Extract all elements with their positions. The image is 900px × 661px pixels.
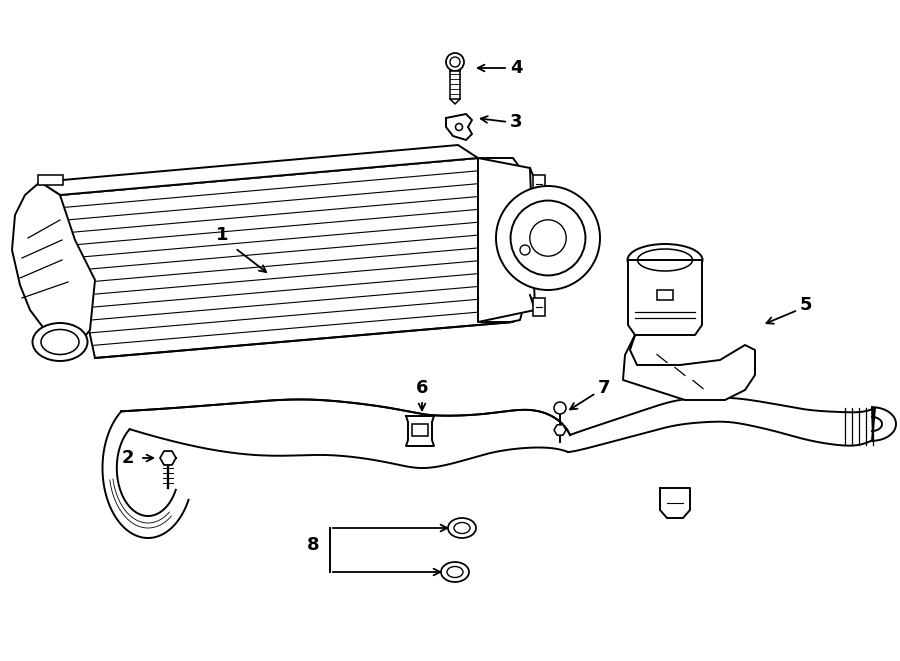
Circle shape — [496, 186, 600, 290]
Circle shape — [455, 124, 463, 130]
Ellipse shape — [41, 329, 79, 354]
Circle shape — [530, 220, 566, 256]
Polygon shape — [872, 407, 896, 441]
Text: 2: 2 — [122, 449, 134, 467]
Bar — [450, 71, 460, 99]
Polygon shape — [628, 260, 702, 335]
Ellipse shape — [448, 518, 476, 538]
Bar — [38, 175, 63, 185]
Text: 4: 4 — [510, 59, 523, 77]
Bar — [533, 175, 545, 193]
Polygon shape — [103, 411, 188, 538]
Polygon shape — [160, 451, 176, 465]
Circle shape — [554, 402, 566, 414]
Polygon shape — [478, 158, 528, 322]
Polygon shape — [660, 488, 690, 518]
Bar — [533, 298, 545, 316]
Text: 5: 5 — [800, 296, 813, 314]
Ellipse shape — [627, 244, 703, 276]
Polygon shape — [554, 425, 566, 435]
Ellipse shape — [637, 249, 692, 271]
Ellipse shape — [32, 323, 87, 361]
Polygon shape — [623, 335, 755, 400]
Bar — [657, 290, 673, 300]
Ellipse shape — [441, 562, 469, 582]
Text: 6: 6 — [416, 379, 428, 397]
Circle shape — [510, 200, 585, 276]
Text: 3: 3 — [510, 113, 523, 131]
Polygon shape — [478, 158, 535, 322]
Text: 1: 1 — [216, 226, 229, 244]
Text: 7: 7 — [598, 379, 610, 397]
Bar — [412, 424, 428, 436]
Polygon shape — [12, 182, 95, 358]
Text: 8: 8 — [308, 536, 320, 554]
Polygon shape — [40, 145, 478, 195]
Ellipse shape — [454, 522, 470, 533]
Circle shape — [520, 245, 530, 255]
Polygon shape — [568, 398, 875, 452]
Polygon shape — [406, 416, 434, 446]
Circle shape — [450, 57, 460, 67]
Circle shape — [446, 53, 464, 71]
Polygon shape — [60, 158, 513, 358]
Ellipse shape — [447, 566, 463, 578]
Polygon shape — [122, 399, 570, 468]
Polygon shape — [446, 114, 472, 140]
